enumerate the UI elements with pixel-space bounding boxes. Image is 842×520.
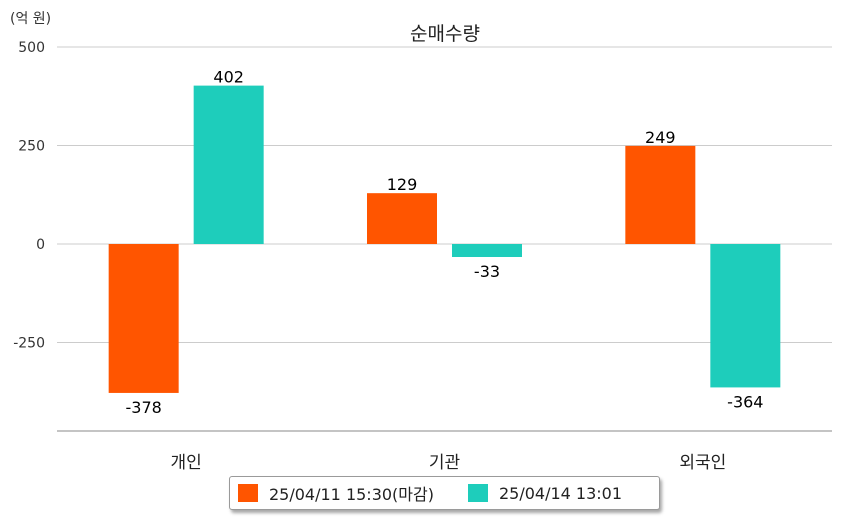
bar (452, 244, 522, 258)
y-tick-label: -250 (13, 336, 45, 352)
legend-item-series-1[interactable]: 25/04/11 15:30(마감) (238, 481, 434, 505)
bar (367, 193, 437, 244)
bar (193, 85, 264, 244)
legend-swatch-series-1 (238, 484, 258, 502)
bar (625, 145, 696, 244)
bar (710, 244, 781, 388)
data-label: 249 (645, 128, 676, 147)
chart-title: 순매수량 (410, 23, 480, 45)
data-label: -378 (126, 398, 162, 417)
legend-label-series-2: 25/04/14 13:01 (498, 483, 623, 503)
chart-legend: 25/04/11 15:30(마감) 25/04/14 13:01 (229, 476, 660, 510)
x-category-label: 기관 (429, 453, 460, 470)
y-tick-label: 0 (36, 237, 45, 253)
data-label: 402 (213, 68, 244, 87)
x-category-label: 외국인 (679, 453, 726, 470)
data-label: 129 (387, 175, 418, 194)
data-label: -33 (474, 262, 500, 281)
bar-chart: 500 250 0 -250 개인 -378 402 기관 129 -33 외국인 249 -364 (13, 40, 832, 470)
x-category-label: 개인 (171, 453, 202, 470)
y-tick-label: 500 (18, 40, 45, 56)
legend-item-series-2[interactable]: 25/04/14 13:01 (467, 483, 623, 503)
y-axis-unit-label: (억 원) (10, 11, 52, 27)
y-tick-label: 250 (18, 139, 45, 155)
legend-swatch-series-2 (467, 484, 488, 502)
bar (108, 244, 179, 393)
data-label: -364 (727, 392, 763, 411)
legend-label-series-1: 25/04/11 15:30(마감) (269, 485, 434, 504)
